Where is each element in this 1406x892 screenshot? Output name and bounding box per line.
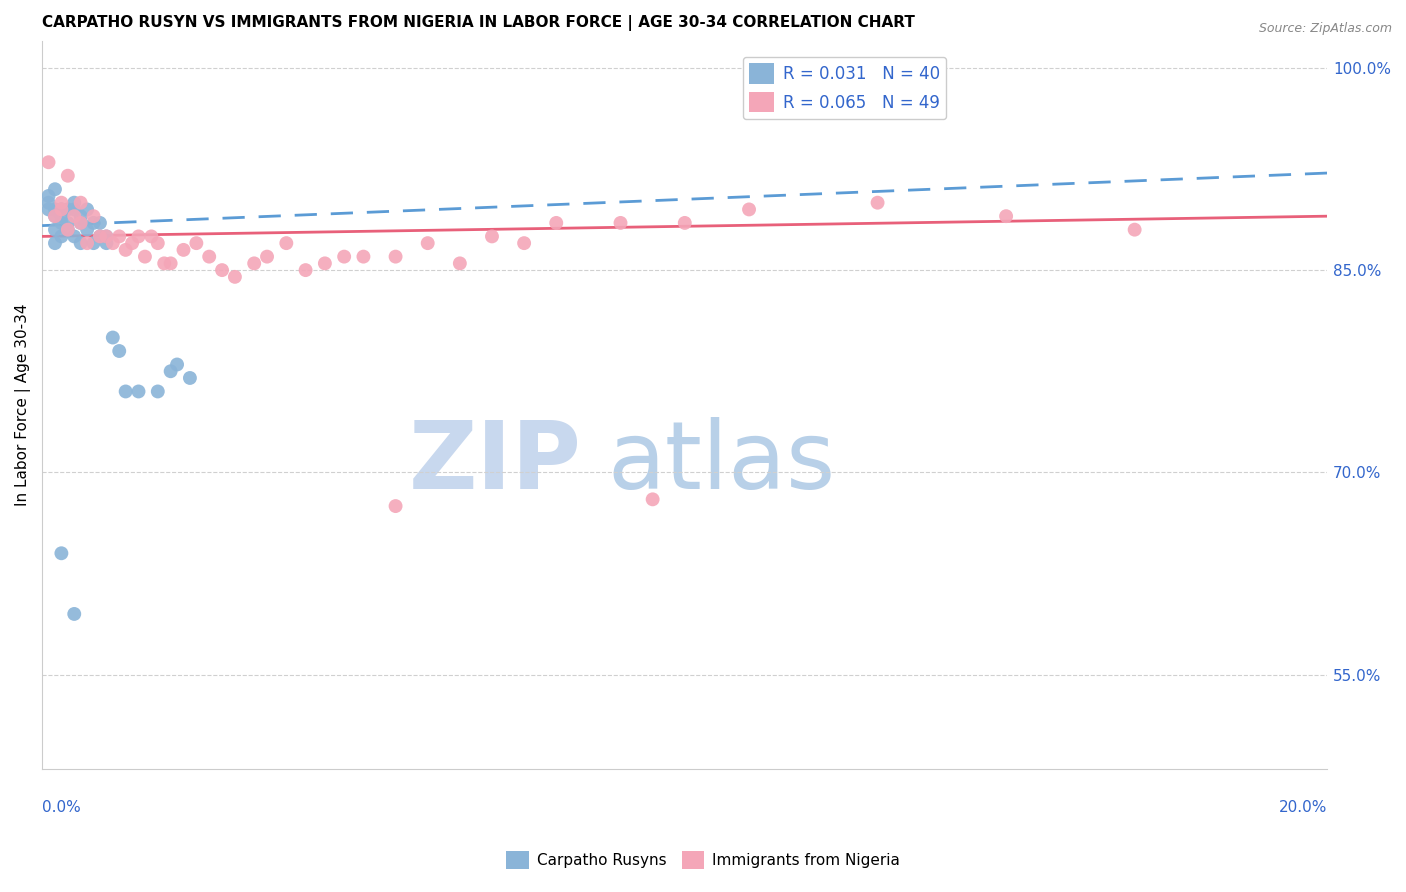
Point bbox=[38, 195, 60, 210]
Point bbox=[416, 236, 439, 251]
Point bbox=[995, 209, 1018, 223]
Point bbox=[51, 202, 73, 217]
Point bbox=[89, 229, 111, 244]
Point bbox=[384, 250, 406, 264]
Point bbox=[51, 202, 73, 217]
Point bbox=[51, 209, 73, 223]
Point bbox=[38, 202, 60, 217]
Point bbox=[333, 250, 356, 264]
Point bbox=[224, 269, 246, 284]
Point bbox=[51, 229, 73, 244]
Point bbox=[294, 263, 316, 277]
Point bbox=[1123, 222, 1146, 236]
Point bbox=[114, 384, 136, 399]
Point bbox=[38, 155, 60, 169]
Point bbox=[186, 236, 208, 251]
Point bbox=[69, 195, 91, 210]
Point bbox=[101, 330, 124, 344]
Point bbox=[69, 216, 91, 230]
Point bbox=[243, 256, 266, 270]
Point bbox=[89, 229, 111, 244]
Point bbox=[76, 222, 98, 236]
Point bbox=[63, 229, 86, 244]
Point bbox=[198, 250, 221, 264]
Point bbox=[673, 216, 696, 230]
Point bbox=[134, 250, 156, 264]
Text: 0.0%: 0.0% bbox=[42, 799, 82, 814]
Point bbox=[166, 358, 188, 372]
Point bbox=[76, 202, 98, 217]
Point bbox=[114, 243, 136, 257]
Legend: Carpatho Rusyns, Immigrants from Nigeria: Carpatho Rusyns, Immigrants from Nigeria bbox=[501, 845, 905, 875]
Point bbox=[276, 236, 298, 251]
Point bbox=[63, 195, 86, 210]
Legend: R = 0.031   N = 40, R = 0.065   N = 49: R = 0.031 N = 40, R = 0.065 N = 49 bbox=[742, 56, 946, 119]
Point bbox=[256, 250, 278, 264]
Point bbox=[481, 229, 503, 244]
Point bbox=[101, 236, 124, 251]
Point bbox=[76, 236, 98, 251]
Point bbox=[56, 202, 79, 217]
Point bbox=[609, 216, 631, 230]
Point bbox=[38, 189, 60, 203]
Point bbox=[96, 236, 118, 251]
Point bbox=[153, 256, 176, 270]
Point bbox=[96, 229, 118, 244]
Point bbox=[146, 384, 169, 399]
Point bbox=[69, 216, 91, 230]
Point bbox=[384, 499, 406, 513]
Point bbox=[211, 263, 233, 277]
Point bbox=[108, 344, 131, 359]
Point bbox=[83, 236, 105, 251]
Point bbox=[128, 229, 150, 244]
Point bbox=[121, 236, 143, 251]
Point bbox=[314, 256, 336, 270]
Point bbox=[51, 195, 73, 210]
Point bbox=[51, 216, 73, 230]
Point bbox=[159, 364, 181, 378]
Point bbox=[63, 202, 86, 217]
Y-axis label: In Labor Force | Age 30-34: In Labor Force | Age 30-34 bbox=[15, 303, 31, 506]
Point bbox=[69, 236, 91, 251]
Point bbox=[513, 236, 536, 251]
Point bbox=[83, 209, 105, 223]
Point bbox=[44, 202, 66, 217]
Point bbox=[63, 209, 86, 223]
Point bbox=[63, 607, 86, 621]
Point bbox=[159, 256, 181, 270]
Text: ZIP: ZIP bbox=[409, 417, 582, 509]
Point bbox=[141, 229, 163, 244]
Point bbox=[69, 209, 91, 223]
Point bbox=[179, 371, 201, 385]
Point bbox=[51, 546, 73, 560]
Point bbox=[44, 182, 66, 196]
Point bbox=[866, 195, 889, 210]
Point bbox=[641, 492, 664, 507]
Point bbox=[56, 222, 79, 236]
Point bbox=[738, 202, 761, 217]
Point bbox=[108, 229, 131, 244]
Point bbox=[56, 169, 79, 183]
Text: CARPATHO RUSYN VS IMMIGRANTS FROM NIGERIA IN LABOR FORCE | AGE 30-34 CORRELATION: CARPATHO RUSYN VS IMMIGRANTS FROM NIGERI… bbox=[42, 15, 915, 31]
Text: 20.0%: 20.0% bbox=[1279, 799, 1327, 814]
Point bbox=[546, 216, 568, 230]
Point bbox=[89, 216, 111, 230]
Point bbox=[44, 222, 66, 236]
Point bbox=[146, 236, 169, 251]
Point bbox=[96, 229, 118, 244]
Point bbox=[44, 236, 66, 251]
Point bbox=[128, 384, 150, 399]
Point bbox=[44, 209, 66, 223]
Point bbox=[449, 256, 471, 270]
Point bbox=[173, 243, 195, 257]
Text: Source: ZipAtlas.com: Source: ZipAtlas.com bbox=[1258, 22, 1392, 36]
Point bbox=[51, 202, 73, 217]
Point bbox=[56, 222, 79, 236]
Point bbox=[352, 250, 374, 264]
Point bbox=[56, 216, 79, 230]
Point bbox=[44, 209, 66, 223]
Point bbox=[83, 216, 105, 230]
Text: atlas: atlas bbox=[607, 417, 837, 509]
